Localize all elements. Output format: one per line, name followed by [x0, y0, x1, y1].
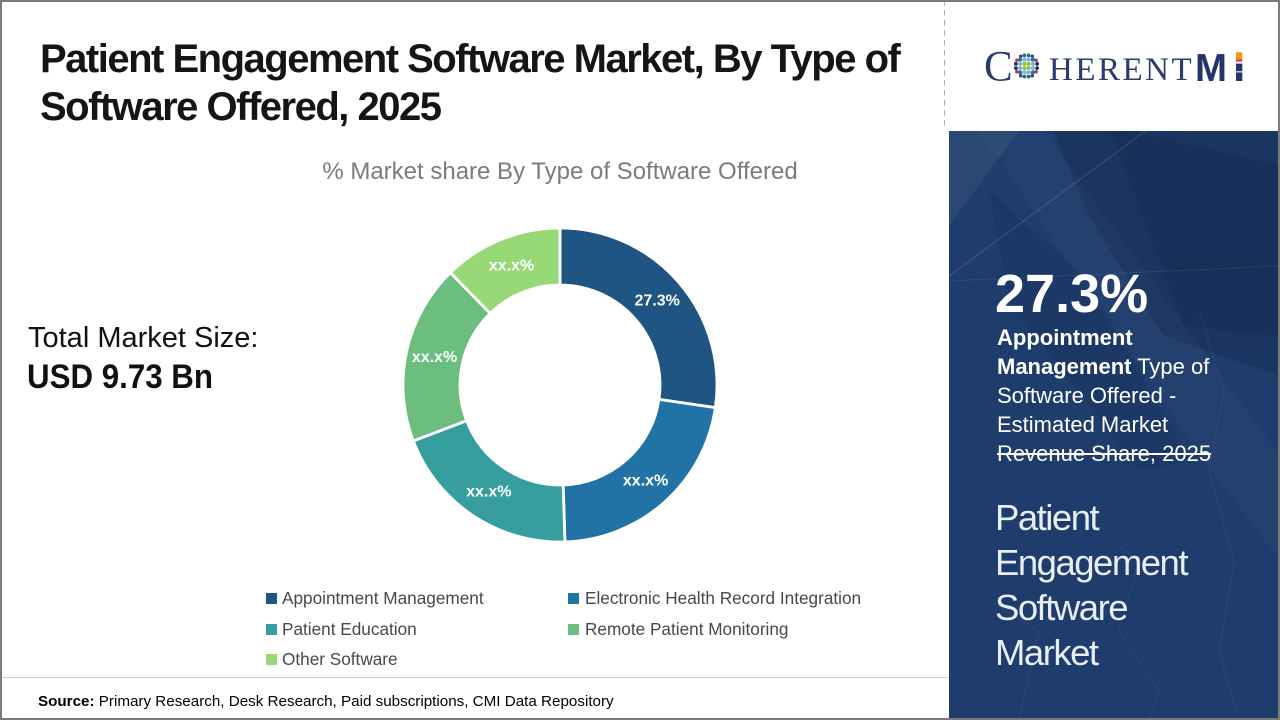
svg-text:C: C — [984, 44, 1013, 88]
svg-text:xx.x%: xx.x% — [489, 258, 534, 275]
svg-text:M: M — [1195, 47, 1227, 88]
svg-text:HERENT: HERENT — [1049, 52, 1194, 88]
svg-text:xx.x%: xx.x% — [412, 349, 457, 366]
svg-text:xx.x%: xx.x% — [623, 472, 668, 489]
svg-text:27.3%: 27.3% — [635, 292, 680, 309]
svg-text:xx.x%: xx.x% — [466, 484, 511, 501]
